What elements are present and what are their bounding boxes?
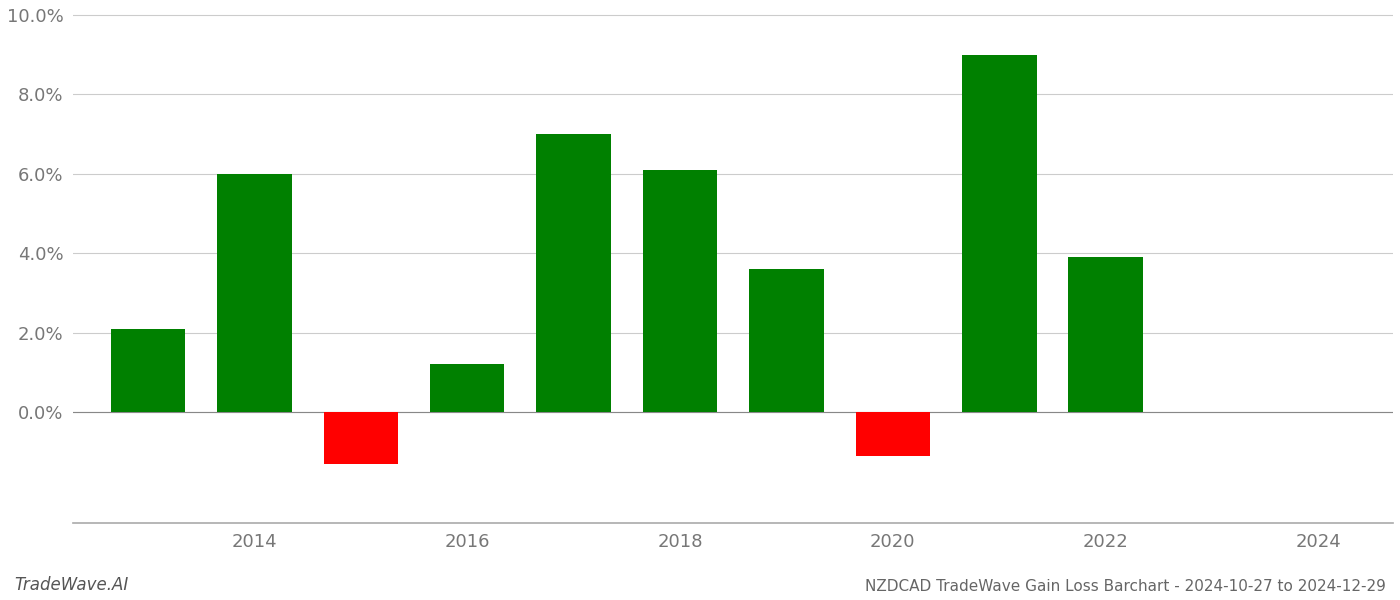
Bar — [323, 412, 398, 464]
Bar — [643, 170, 717, 412]
Bar — [1068, 257, 1142, 412]
Text: TradeWave.AI: TradeWave.AI — [14, 576, 129, 594]
Bar — [536, 134, 610, 412]
Bar — [111, 329, 185, 412]
Bar — [217, 174, 291, 412]
Bar — [962, 55, 1036, 412]
Text: NZDCAD TradeWave Gain Loss Barchart - 2024-10-27 to 2024-12-29: NZDCAD TradeWave Gain Loss Barchart - 20… — [865, 579, 1386, 594]
Bar — [855, 412, 930, 456]
Bar — [749, 269, 823, 412]
Bar — [430, 364, 504, 412]
